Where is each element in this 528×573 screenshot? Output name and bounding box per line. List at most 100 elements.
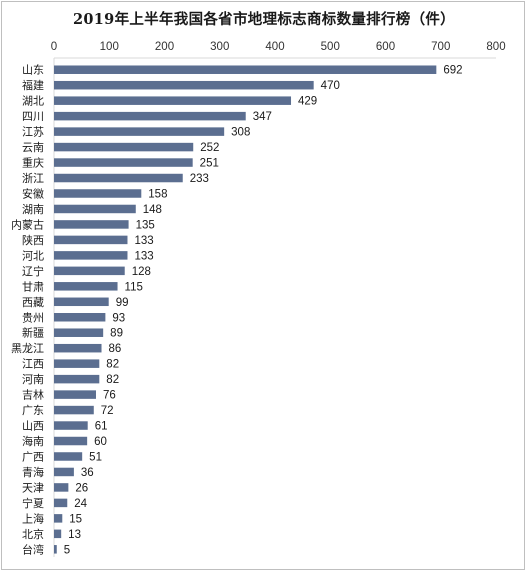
data-label: 233 bbox=[190, 173, 209, 185]
category-label: 河北 bbox=[22, 249, 44, 262]
data-label: 135 bbox=[136, 219, 155, 231]
x-tick-label: 700 bbox=[431, 41, 450, 53]
bar bbox=[54, 204, 136, 214]
x-tick-label: 800 bbox=[486, 41, 505, 53]
x-tick-label: 0 bbox=[51, 41, 57, 53]
category-label: 上海 bbox=[22, 511, 44, 525]
bar bbox=[54, 158, 193, 167]
category-label: 湖南 bbox=[22, 203, 44, 216]
category-label: 海南 bbox=[22, 434, 44, 448]
x-tick-label: 400 bbox=[265, 41, 284, 53]
data-label: 13 bbox=[68, 529, 81, 541]
bar bbox=[54, 282, 118, 291]
data-label: 347 bbox=[253, 111, 272, 123]
data-label: 82 bbox=[106, 359, 119, 371]
data-label: 133 bbox=[134, 235, 153, 247]
category-label: 台湾 bbox=[22, 542, 44, 556]
data-label: 76 bbox=[103, 390, 116, 402]
data-label: 251 bbox=[200, 158, 219, 170]
data-label: 36 bbox=[81, 467, 94, 479]
bar bbox=[54, 173, 183, 183]
data-label: 128 bbox=[132, 266, 151, 278]
bar bbox=[54, 96, 292, 105]
category-label: 新疆 bbox=[22, 326, 44, 340]
category-label: 北京 bbox=[22, 527, 44, 541]
data-label: 61 bbox=[95, 421, 108, 433]
category-label: 云南 bbox=[22, 141, 44, 154]
x-tick-label: 300 bbox=[210, 41, 229, 53]
category-label: 黑龙江 bbox=[11, 342, 44, 355]
data-label: 115 bbox=[125, 281, 143, 293]
bar bbox=[54, 374, 100, 384]
data-label: 148 bbox=[143, 204, 162, 216]
data-label: 158 bbox=[148, 188, 167, 200]
bar bbox=[54, 142, 194, 152]
bar bbox=[54, 498, 68, 508]
data-label: 470 bbox=[321, 80, 340, 92]
bar bbox=[54, 220, 129, 229]
data-label: 72 bbox=[101, 405, 114, 417]
bar bbox=[54, 452, 83, 461]
x-tick-label: 500 bbox=[321, 41, 340, 53]
category-label: 山东 bbox=[22, 64, 44, 77]
bar bbox=[54, 514, 63, 523]
bar bbox=[54, 251, 128, 260]
category-label: 甘肃 bbox=[22, 280, 44, 293]
category-label: 重庆 bbox=[22, 156, 44, 170]
category-label: 广东 bbox=[22, 404, 44, 417]
bar bbox=[54, 266, 125, 276]
bar bbox=[54, 483, 69, 492]
bar bbox=[54, 436, 88, 446]
data-label: 429 bbox=[298, 96, 317, 108]
data-label: 93 bbox=[112, 312, 125, 324]
bar bbox=[54, 189, 142, 198]
x-tick-label: 200 bbox=[155, 41, 174, 53]
category-label: 贵州 bbox=[22, 311, 44, 324]
bar bbox=[54, 235, 128, 245]
bar bbox=[54, 343, 102, 353]
data-label: 26 bbox=[75, 482, 88, 494]
bar bbox=[54, 359, 100, 368]
category-label: 辽宁 bbox=[22, 264, 44, 278]
data-label: 308 bbox=[231, 127, 250, 139]
data-label: 5 bbox=[64, 544, 70, 556]
category-label: 山西 bbox=[22, 420, 44, 433]
category-label: 四川 bbox=[22, 110, 44, 123]
data-label: 86 bbox=[109, 343, 122, 355]
data-label: 82 bbox=[106, 374, 119, 386]
data-label: 692 bbox=[443, 65, 462, 77]
category-label: 内蒙古 bbox=[11, 217, 44, 231]
category-label: 江苏 bbox=[22, 126, 44, 139]
bar bbox=[54, 467, 74, 477]
data-label: 133 bbox=[134, 250, 153, 262]
bar bbox=[54, 111, 246, 121]
bar bbox=[54, 421, 88, 430]
bar bbox=[54, 313, 106, 322]
chart-title: 2019年上半年我国各省市地理标志商标数量排行榜（件） bbox=[73, 11, 455, 28]
bar bbox=[54, 65, 437, 74]
bar bbox=[54, 390, 96, 399]
category-label: 广西 bbox=[22, 450, 44, 463]
bar bbox=[54, 545, 57, 554]
category-label: 湖北 bbox=[22, 95, 44, 108]
category-label: 河南 bbox=[22, 373, 44, 386]
bar bbox=[54, 328, 104, 337]
data-label: 60 bbox=[94, 436, 107, 448]
category-label: 青海 bbox=[22, 465, 44, 479]
category-label: 吉林 bbox=[22, 388, 44, 402]
category-label: 福建 bbox=[22, 78, 44, 92]
category-label: 天津 bbox=[22, 481, 44, 494]
data-label: 89 bbox=[110, 328, 123, 340]
bar bbox=[54, 405, 94, 415]
bar bbox=[54, 529, 62, 539]
category-label: 江西 bbox=[22, 358, 44, 371]
bar bbox=[54, 297, 109, 307]
category-label: 陕西 bbox=[22, 233, 44, 247]
category-label: 西藏 bbox=[22, 296, 44, 309]
data-label: 252 bbox=[200, 142, 219, 154]
data-label: 99 bbox=[116, 297, 129, 309]
x-tick-label: 600 bbox=[376, 41, 395, 53]
category-label: 浙江 bbox=[22, 172, 44, 185]
data-label: 24 bbox=[74, 498, 87, 510]
